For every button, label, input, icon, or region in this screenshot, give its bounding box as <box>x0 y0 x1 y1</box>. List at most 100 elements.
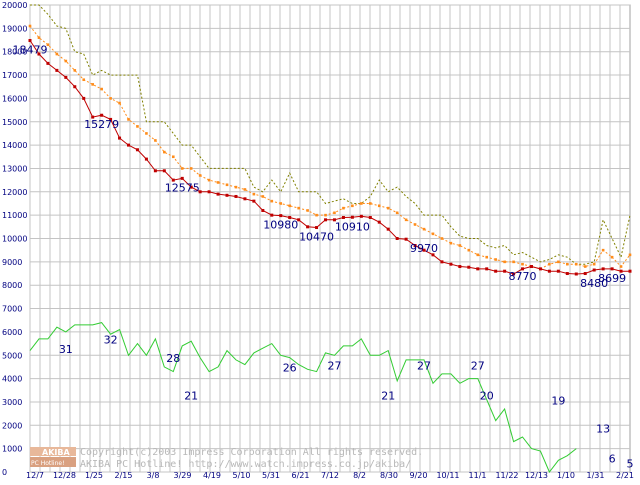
data-point-min <box>297 218 301 222</box>
data-point-min <box>547 269 551 273</box>
x-tick-label: 1/25 <box>85 471 103 480</box>
data-point-min <box>610 267 614 271</box>
data-point-min <box>243 197 247 201</box>
data-point-avg <box>37 36 41 39</box>
data-point-min <box>386 227 390 231</box>
x-tick-label: 12/13 <box>525 471 548 480</box>
x-tick-label: 11/1 <box>469 471 487 480</box>
y-tick-label: 0 <box>2 468 7 477</box>
data-point-min <box>377 220 381 224</box>
data-point-avg <box>395 211 399 215</box>
series-line-max <box>30 4 631 265</box>
data-point-min <box>216 192 220 196</box>
data-point-min <box>252 199 256 203</box>
data-point-avg <box>118 101 121 105</box>
data-point-min <box>118 136 122 140</box>
data-point-avg <box>476 253 480 257</box>
data-point-min <box>458 265 462 269</box>
data-point-avg <box>422 227 426 231</box>
data-point-avg <box>145 132 148 135</box>
data-point-avg <box>315 213 318 217</box>
data-point-avg <box>55 52 59 56</box>
x-tick-label: 5/10 <box>233 471 251 480</box>
logo-top-band <box>30 447 76 456</box>
x-tick-label: 3/29 <box>174 471 192 480</box>
data-point-min <box>261 208 265 212</box>
data-point-avg <box>64 59 68 63</box>
data-label: 28 <box>166 352 180 365</box>
data-point-avg <box>574 262 578 266</box>
data-point-avg <box>485 255 489 259</box>
data-point-min <box>225 193 229 197</box>
data-point-min <box>91 115 95 119</box>
data-label: 15279 <box>84 118 119 131</box>
data-point-min <box>162 169 166 173</box>
data-point-min <box>467 265 471 269</box>
y-tick-label: 14000 <box>2 141 27 150</box>
data-point-avg <box>592 262 596 266</box>
data-point-min <box>332 218 336 222</box>
data-point-min <box>341 215 345 219</box>
data-point-avg <box>351 204 354 208</box>
data-point-avg <box>377 204 381 208</box>
data-point-avg <box>180 167 184 170</box>
data-point-avg <box>46 43 50 46</box>
data-point-min <box>189 185 193 189</box>
data-point-avg <box>583 265 587 268</box>
data-label: 8699 <box>598 272 626 285</box>
data-label: 10980 <box>263 219 298 232</box>
data-point-avg <box>431 232 435 236</box>
data-point-min <box>359 214 363 218</box>
data-point-avg <box>521 262 524 266</box>
data-label: 32 <box>104 334 118 347</box>
data-point-min <box>592 268 596 272</box>
y-tick-label: 9000 <box>2 258 22 267</box>
data-point-avg <box>109 97 112 100</box>
data-point-min <box>529 265 533 269</box>
data-label: 21 <box>381 390 395 403</box>
data-point-avg <box>252 192 256 196</box>
data-point-avg <box>458 244 462 247</box>
data-point-min <box>449 262 453 266</box>
data-point-avg <box>440 237 444 240</box>
data-point-min <box>55 68 59 72</box>
logo-bottom-band <box>30 457 76 467</box>
url-text: AKIBA PC Hotline! http://www.watch.impre… <box>80 459 411 470</box>
x-tick-label: 2/15 <box>115 471 133 480</box>
data-point-avg <box>368 202 372 205</box>
data-point-avg <box>512 260 515 264</box>
x-tick-label: 4/19 <box>203 471 221 480</box>
data-point-avg <box>127 118 130 121</box>
data-point-min <box>485 267 489 271</box>
data-point-min <box>476 267 480 271</box>
data-point-avg <box>494 258 497 261</box>
y-tick-label: 6000 <box>2 328 22 337</box>
data-point-min <box>565 272 569 276</box>
x-tick-label: 1/10 <box>557 471 575 480</box>
data-point-min <box>521 267 525 271</box>
data-labels: 18479 31 15279 32 28 12575 21 10980 26 27 10470 21 1… <box>13 44 634 471</box>
grid <box>29 4 631 473</box>
x-tick-label: 9/20 <box>410 471 428 480</box>
y-tick-label: 17000 <box>2 71 27 80</box>
data-point-avg <box>449 241 453 245</box>
data-label: 6 <box>609 453 616 466</box>
data-point-min <box>135 148 139 152</box>
x-tick-label: 12/7 <box>26 471 44 480</box>
data-point-avg <box>548 262 551 266</box>
data-point-avg <box>28 24 32 28</box>
data-label: 18479 <box>13 44 48 57</box>
data-point-avg <box>619 265 623 268</box>
series-line-count <box>29 322 577 473</box>
data-point-min <box>324 218 328 222</box>
y-tick-label: 20000 <box>2 1 27 10</box>
data-point-avg <box>610 255 614 259</box>
data-point-min <box>279 214 283 218</box>
data-point-avg <box>171 155 175 159</box>
data-label: 10910 <box>335 220 370 233</box>
data-point-min <box>404 237 408 241</box>
data-point-min <box>556 269 560 273</box>
y-tick-label: 8000 <box>2 281 22 290</box>
x-tick-label: 8/2 <box>353 471 366 480</box>
